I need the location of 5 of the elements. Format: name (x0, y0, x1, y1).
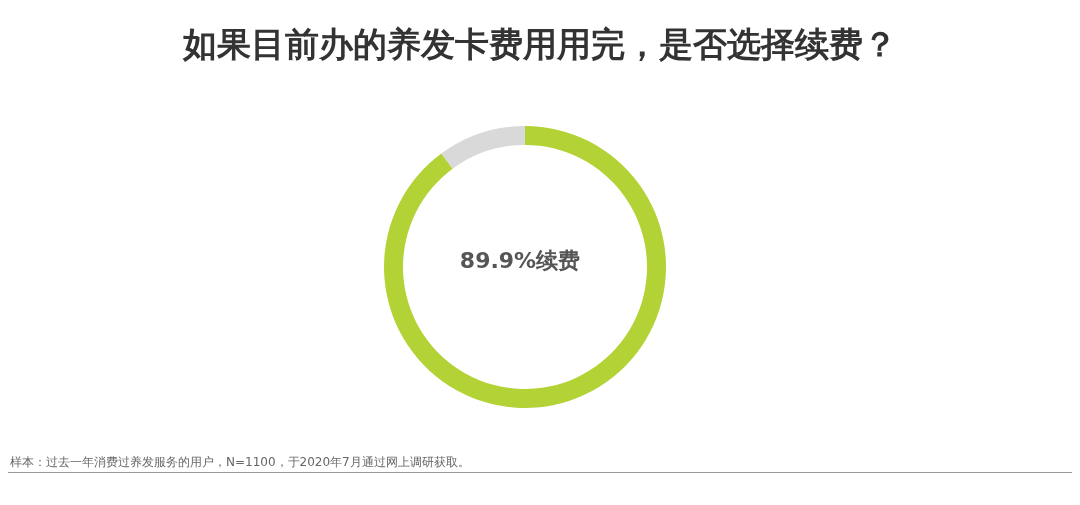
donut-slice (441, 126, 525, 169)
donut-slice (384, 126, 666, 408)
text: 样本：过去一年消费过养发服务的用户，N=1100，于2020年7月通过网上调研获取。 (10, 454, 470, 471)
chart-title: 如果目前办的养发卡费用用完，是否选择续费？ (181, 23, 898, 66)
text: 89.9%续费 (458, 247, 582, 275)
